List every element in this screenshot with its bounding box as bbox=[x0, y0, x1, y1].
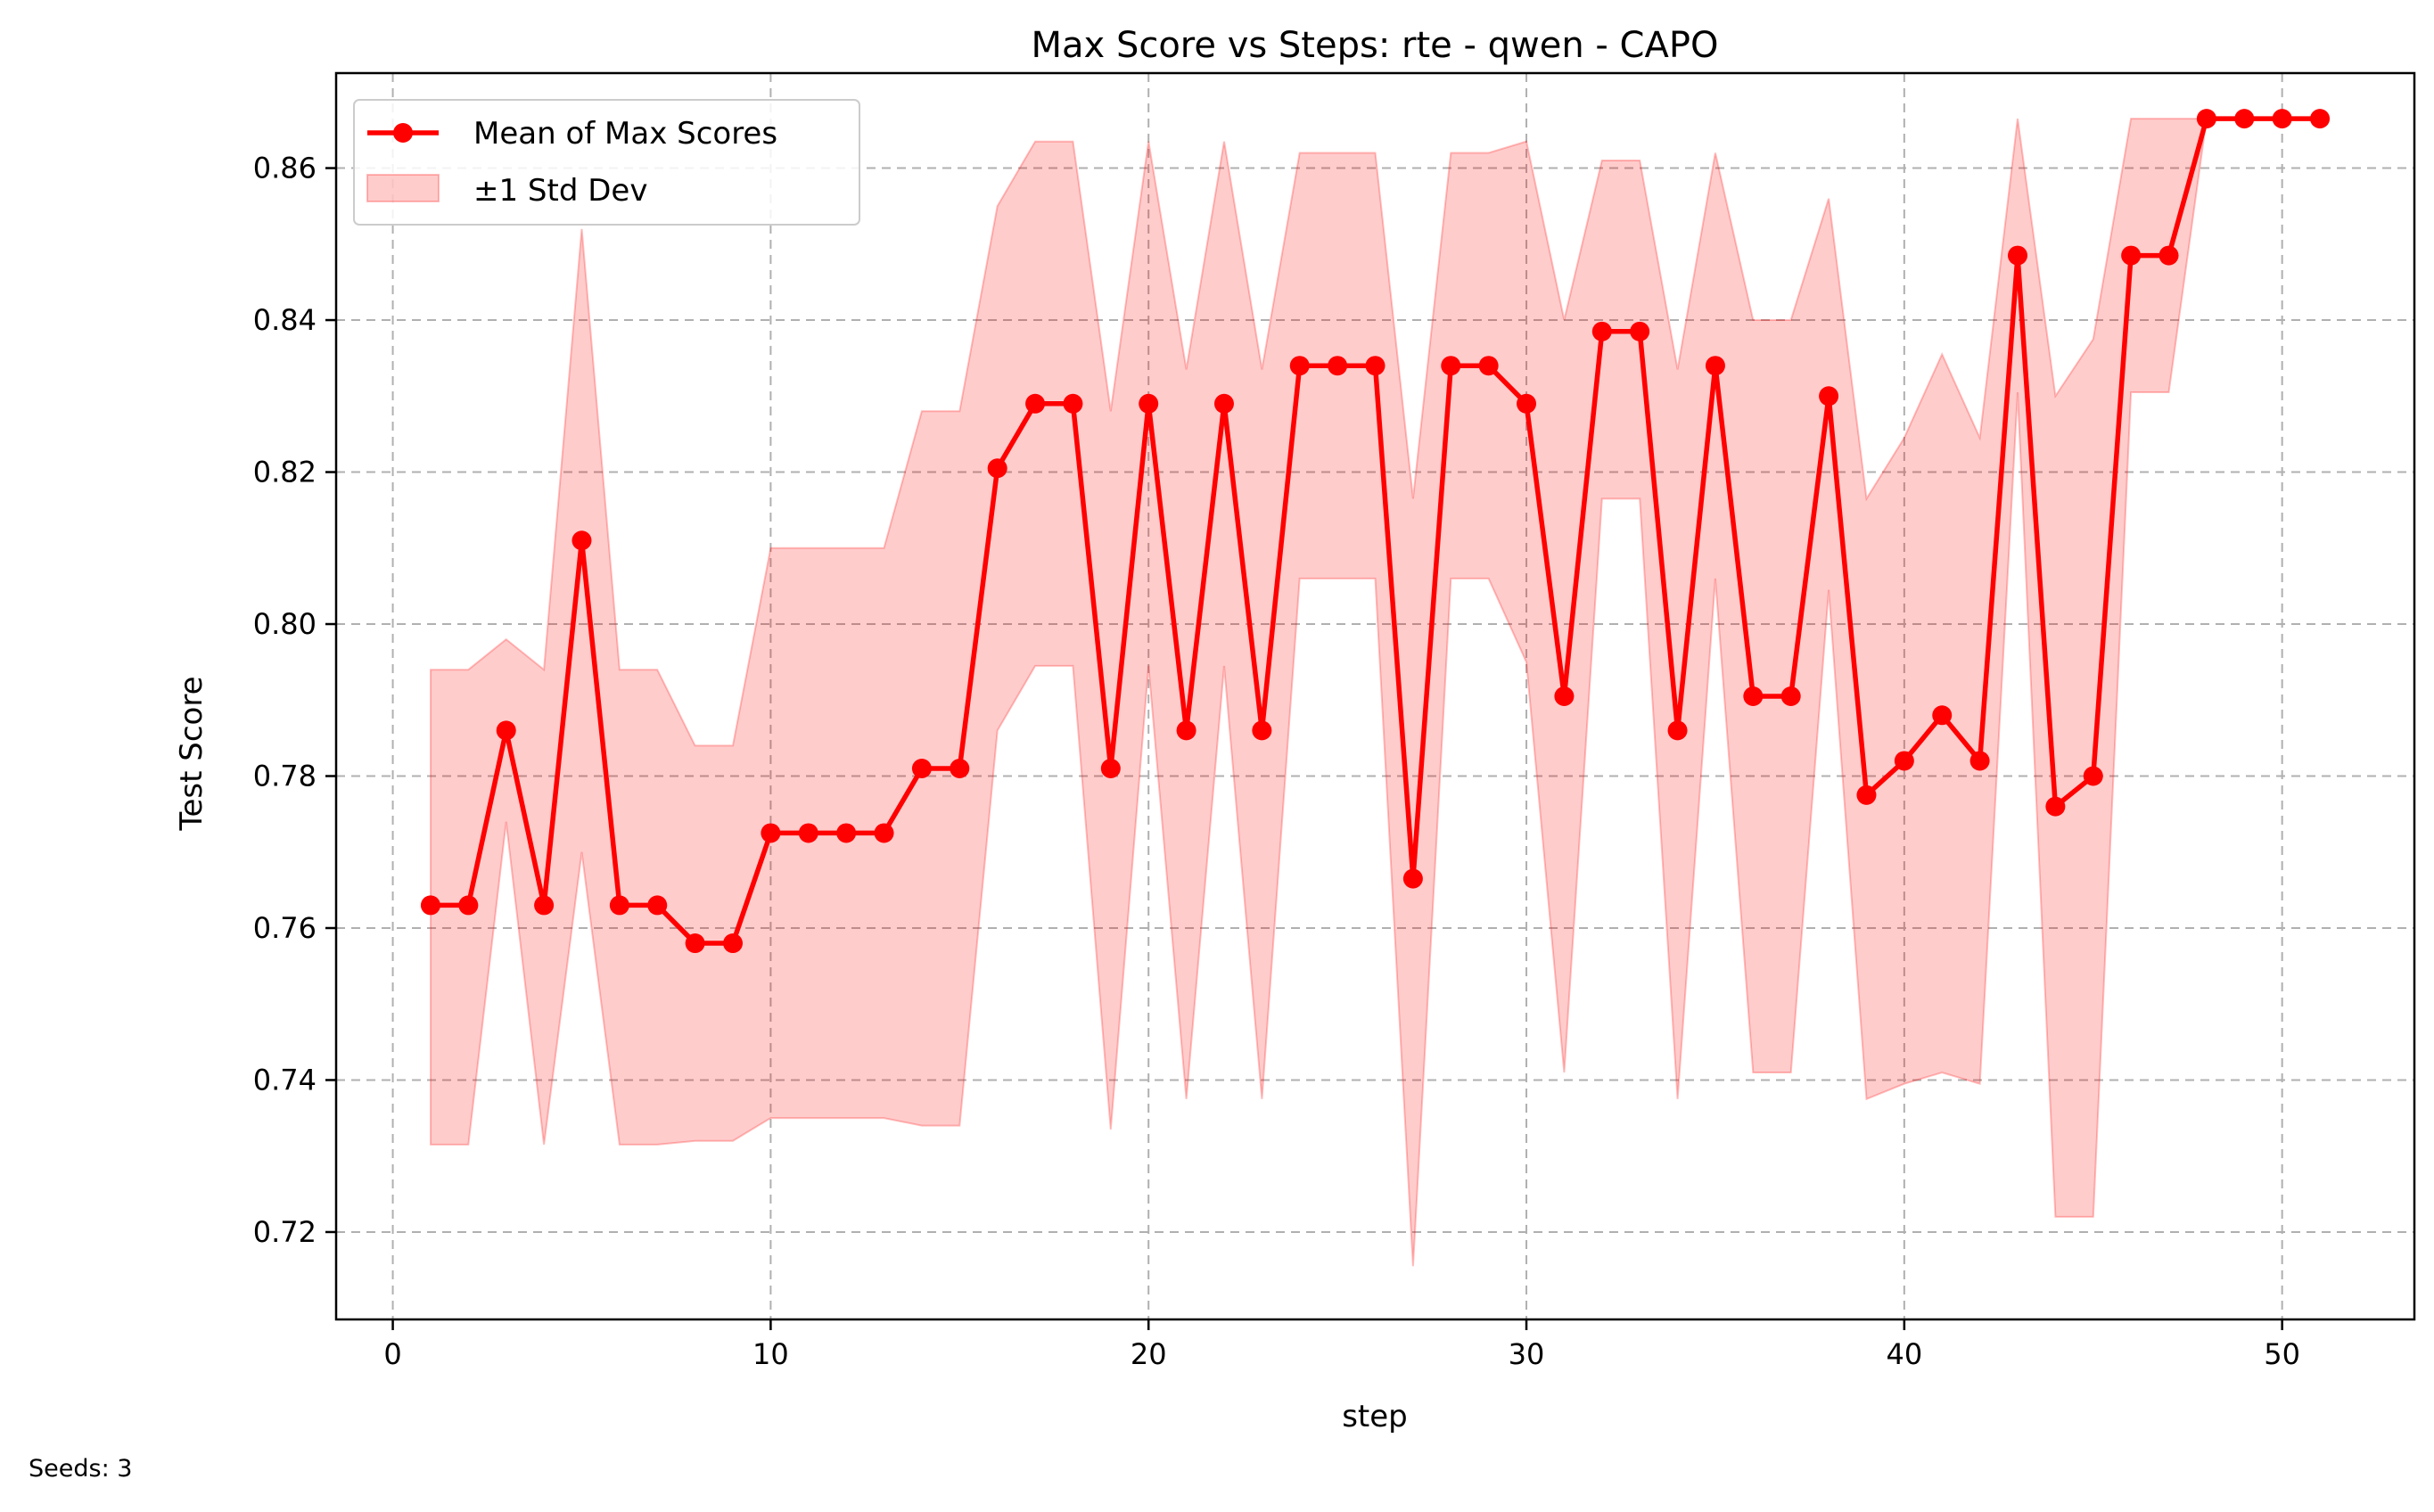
mean-point bbox=[1063, 393, 1083, 414]
mean-point bbox=[1819, 386, 1839, 407]
mean-point bbox=[798, 823, 818, 843]
mean-point bbox=[1780, 686, 1801, 706]
mean-point bbox=[1630, 321, 1650, 341]
x-tick-label: 40 bbox=[1886, 1337, 1922, 1371]
mean-point bbox=[987, 458, 1007, 479]
mean-point bbox=[950, 758, 970, 778]
grid-lines bbox=[336, 73, 2414, 1319]
y-tick-label: 0.74 bbox=[253, 1063, 317, 1097]
mean-point bbox=[1100, 758, 1121, 778]
x-tick-label: 20 bbox=[1131, 1337, 1167, 1371]
mean-point bbox=[1478, 356, 1499, 376]
mean-point bbox=[1517, 393, 1537, 414]
mean-point bbox=[2159, 245, 2179, 266]
mean-point bbox=[571, 530, 592, 551]
legend-band-swatch bbox=[366, 174, 440, 202]
mean-point bbox=[1554, 686, 1575, 706]
y-tick-label: 0.82 bbox=[253, 456, 317, 489]
mean-point bbox=[1402, 868, 1423, 889]
mean-point bbox=[2007, 245, 2027, 266]
mean-point bbox=[723, 933, 744, 954]
mean-point bbox=[2121, 245, 2142, 266]
mean-point bbox=[1139, 393, 1159, 414]
mean-point bbox=[647, 895, 668, 916]
mean-point bbox=[2083, 766, 2103, 786]
mean-point bbox=[1441, 356, 1461, 376]
mean-point bbox=[1743, 686, 1764, 706]
y-axis-label: Test Score bbox=[174, 677, 210, 832]
std-dev-area bbox=[430, 118, 2320, 1267]
mean-point bbox=[1176, 720, 1196, 741]
y-tick-label: 0.86 bbox=[253, 152, 317, 185]
legend-marker-swatch bbox=[393, 123, 413, 143]
y-tick-label: 0.78 bbox=[253, 760, 317, 793]
mean-point bbox=[2234, 109, 2255, 129]
mean-point bbox=[1025, 393, 1046, 414]
x-tick-label: 10 bbox=[752, 1337, 789, 1371]
mean-point bbox=[420, 895, 440, 916]
y-tick-label: 0.80 bbox=[253, 607, 317, 641]
legend-label-mean: Mean of Max Scores bbox=[473, 116, 777, 152]
y-tick-label: 0.84 bbox=[253, 303, 317, 337]
mean-point bbox=[1705, 356, 1725, 376]
mean-point bbox=[1856, 785, 1877, 805]
mean-point bbox=[2272, 109, 2292, 129]
axes bbox=[334, 71, 2416, 1321]
x-tick-label: 50 bbox=[2264, 1337, 2300, 1371]
x-axis-label: step bbox=[1342, 1399, 1408, 1434]
mean-point bbox=[1591, 321, 1612, 341]
mean-point bbox=[1365, 356, 1386, 376]
mean-point bbox=[2045, 796, 2066, 817]
plot-frame bbox=[334, 71, 2416, 1321]
mean-point bbox=[761, 823, 781, 843]
y-tick-label: 0.72 bbox=[253, 1215, 317, 1249]
y-tick-label: 0.76 bbox=[253, 911, 317, 945]
mean-point bbox=[2310, 109, 2331, 129]
mean-point bbox=[609, 895, 629, 916]
mean-point bbox=[2196, 109, 2216, 129]
mean-point bbox=[685, 933, 705, 954]
mean-series bbox=[420, 109, 2331, 954]
x-tick-label: 30 bbox=[1509, 1337, 1545, 1371]
mean-point bbox=[496, 720, 516, 741]
std-dev-band bbox=[430, 118, 2320, 1267]
legend-box bbox=[353, 99, 860, 226]
mean-point bbox=[458, 895, 479, 916]
mean-point bbox=[1894, 751, 1914, 771]
mean-point bbox=[534, 895, 555, 916]
mean-point bbox=[836, 823, 857, 843]
chart-title: Max Score vs Steps: rte - qwen - CAPO bbox=[1032, 25, 1719, 66]
mean-point bbox=[1667, 720, 1688, 741]
legend: Mean of Max Scores ±1 Std Dev bbox=[353, 99, 860, 226]
mean-point bbox=[1932, 705, 1953, 726]
mean-point bbox=[1969, 751, 1990, 771]
mean-point bbox=[1213, 393, 1234, 414]
mean-point bbox=[1328, 356, 1348, 376]
x-tick-label: 0 bbox=[383, 1337, 401, 1371]
mean-point bbox=[1289, 356, 1310, 376]
mean-point bbox=[874, 823, 894, 843]
mean-point bbox=[911, 758, 932, 778]
legend-label-std: ±1 Std Dev bbox=[473, 173, 647, 209]
ticks: 0 10 20 30 40 50 0.72 0.74 0.76 0.78 0.80 0.82 0.84 0… bbox=[253, 152, 2300, 1371]
seeds-footnote: Seeds: 3 bbox=[29, 1455, 133, 1483]
mean-point bbox=[1252, 720, 1272, 741]
